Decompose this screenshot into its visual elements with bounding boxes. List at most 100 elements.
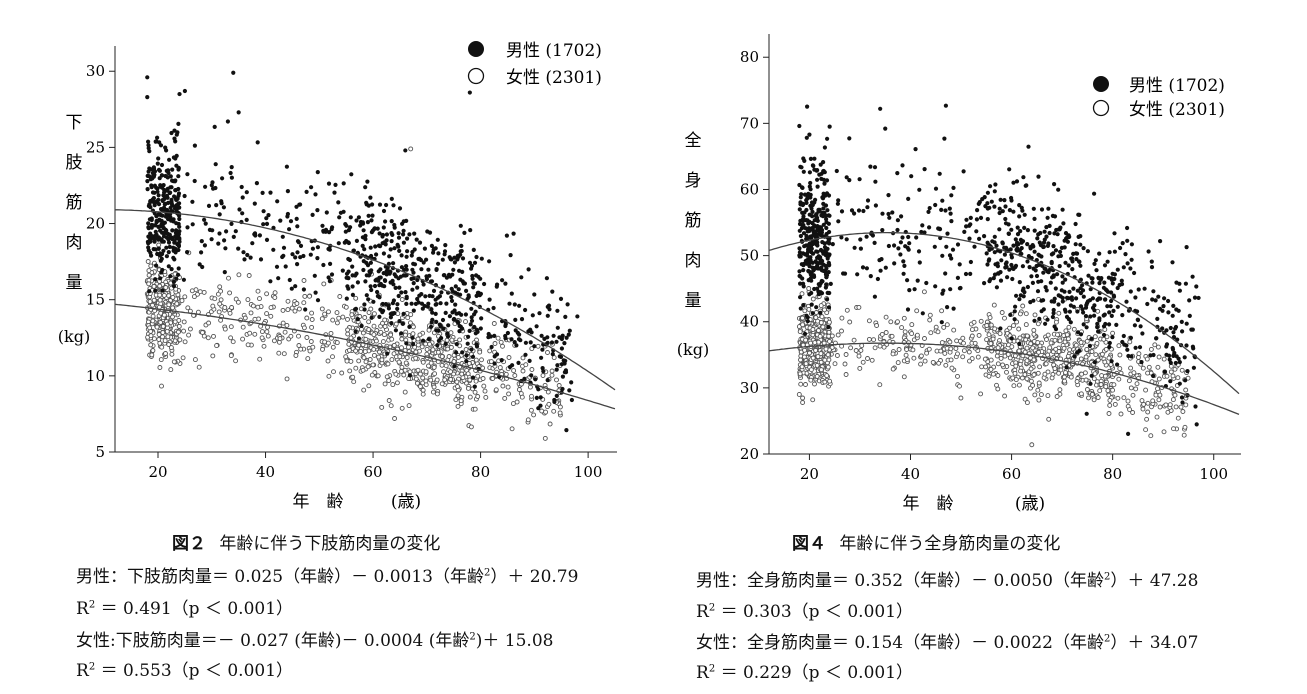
female-point [428,360,434,366]
female-point [147,325,153,331]
male-point [835,201,840,206]
male-point [368,245,373,250]
male-point [847,178,852,183]
female-point [877,343,883,349]
male-point [454,350,459,355]
female-point [556,383,562,388]
male-point [801,303,806,308]
male-point [436,338,441,343]
male-point [820,249,825,254]
male-point [961,169,966,174]
female-point [156,242,162,248]
male-point [816,207,821,212]
female-point [292,308,298,314]
female-point [235,299,241,305]
female-point [148,342,154,348]
female-point [393,371,399,377]
female-point [428,377,434,383]
female-point [382,324,388,329]
male-point [810,214,815,219]
male-point [1039,309,1044,314]
male-point [976,201,981,206]
male-point [245,252,250,258]
male-point [160,288,165,293]
female-point [1131,370,1137,376]
female-point [1175,375,1181,381]
female-point [390,382,396,388]
male-point [308,252,313,257]
male-point [955,275,960,280]
male-point [798,233,803,239]
male-point [1080,283,1085,288]
female-point [226,275,231,281]
female-point [832,361,838,367]
male-point [202,243,207,248]
male-point [220,176,225,181]
male-point [1000,240,1005,245]
female-point [240,324,246,330]
male-point [1051,311,1056,316]
male-point [1039,279,1044,284]
male-point [149,216,154,221]
male-point [482,281,487,287]
male-point [1021,175,1026,180]
female-point [264,329,270,335]
female-point [388,403,394,409]
male-point [1120,241,1125,246]
male-point [166,250,171,255]
male-point [392,225,397,230]
male-point [1129,257,1134,262]
male-point [1105,304,1110,309]
male-point [372,226,377,231]
male-point [504,233,509,238]
male-point [1029,274,1034,279]
male-point [285,211,290,217]
male-point [538,395,543,400]
female-point [339,370,345,376]
female-point [488,359,494,365]
male-point [823,272,829,277]
female-point [334,320,340,326]
male-point [453,284,458,289]
male-point [1112,272,1117,277]
male-point [219,199,224,204]
female-point [1017,335,1023,341]
female-point [823,317,829,323]
female-point [516,387,522,393]
female-point [843,352,849,357]
female-point [417,384,423,389]
male-point [233,229,238,234]
male-point [396,235,402,240]
female-point [1092,371,1098,377]
male-point [804,313,809,318]
male-point [514,343,519,348]
female-point [899,325,905,331]
female-point [296,306,302,312]
male-point [566,332,571,337]
male-point [545,313,550,318]
male-point [1032,318,1037,323]
male-point [1191,365,1196,370]
male-point [1015,240,1020,245]
female-point [351,379,357,385]
male-point [1022,225,1027,230]
male-point [507,301,512,306]
male-point [315,256,320,261]
male-point [353,306,359,311]
male-point [248,255,253,260]
female-point [1009,344,1015,350]
male-point [1018,237,1023,242]
male-point [927,206,932,211]
male-point [209,237,214,242]
male-point [824,225,829,231]
male-point [1017,341,1022,346]
male-point [805,319,810,324]
female-point [808,340,814,346]
male-point [1187,313,1192,318]
female-point [181,328,187,334]
male-point [1075,309,1080,314]
male-point [1013,263,1019,268]
male-point [401,311,406,316]
female-point [381,332,387,338]
female-point [835,332,841,338]
